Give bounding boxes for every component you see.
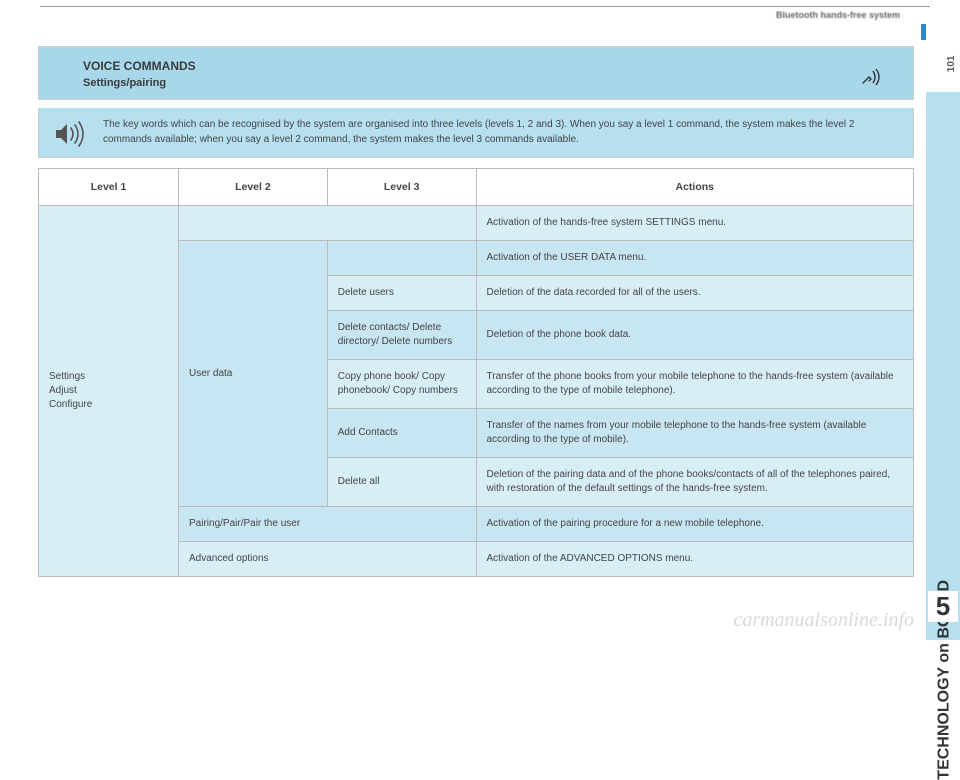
- top-divider: [40, 6, 930, 7]
- side-band: [926, 92, 960, 640]
- table-cell: Transfer of the phone books from your mo…: [476, 360, 914, 409]
- level2-cell: Advanced options: [179, 542, 477, 577]
- info-panel: The key words which can be recognised by…: [38, 108, 914, 158]
- watermark: carmanualsonline.info: [733, 609, 914, 632]
- table-cell: Activation of the USER DATA menu.: [476, 241, 914, 276]
- voice-icon: [859, 65, 885, 92]
- table-cell: Activation of the ADVANCED OPTIONS menu.: [476, 542, 914, 577]
- content-area: VOICE COMMANDS Settings/pairing: [38, 46, 914, 577]
- chapter-number: 5: [928, 591, 958, 622]
- level2-cell: Pairing/Pair/Pair the user: [179, 507, 477, 542]
- col-header-level3: Level 3: [327, 169, 476, 206]
- level3-cell: Add Contacts: [327, 409, 476, 458]
- section-label: Bluetooth hands-free system: [776, 10, 900, 20]
- level3-cell: Delete contacts/ Delete directory/ Delet…: [327, 311, 476, 360]
- level3-cell: Delete all: [327, 458, 476, 507]
- level1-cell: Settings Adjust Configure: [39, 206, 179, 577]
- col-header-level2: Level 2: [179, 169, 328, 206]
- header-panel: VOICE COMMANDS Settings/pairing: [38, 46, 914, 100]
- level3-cell: Copy phone book/ Copy phonebook/ Copy nu…: [327, 360, 476, 409]
- table-cell: Transfer of the names from your mobile t…: [476, 409, 914, 458]
- commands-table: Level 1 Level 2 Level 3 Actions Settings…: [38, 168, 914, 577]
- info-text: The key words which can be recognised by…: [103, 119, 854, 145]
- table-cell: [179, 206, 477, 241]
- page-title: VOICE COMMANDS: [83, 59, 895, 73]
- table-cell: Deletion of the pairing data and of the …: [476, 458, 914, 507]
- table-cell: Activation of the hands-free system SETT…: [476, 206, 914, 241]
- col-header-level1: Level 1: [39, 169, 179, 206]
- sound-icon: [53, 120, 87, 154]
- level2-cell: User data: [179, 241, 328, 507]
- page-number: 101: [947, 56, 958, 73]
- accent-bar: [921, 24, 926, 40]
- table-cell: [327, 241, 476, 276]
- table-cell: Activation of the pairing procedure for …: [476, 507, 914, 542]
- table-cell: Deletion of the data recorded for all of…: [476, 276, 914, 311]
- level3-cell: Delete users: [327, 276, 476, 311]
- table-cell: Deletion of the phone book data.: [476, 311, 914, 360]
- page-subtitle: Settings/pairing: [83, 77, 895, 89]
- col-header-actions: Actions: [476, 169, 914, 206]
